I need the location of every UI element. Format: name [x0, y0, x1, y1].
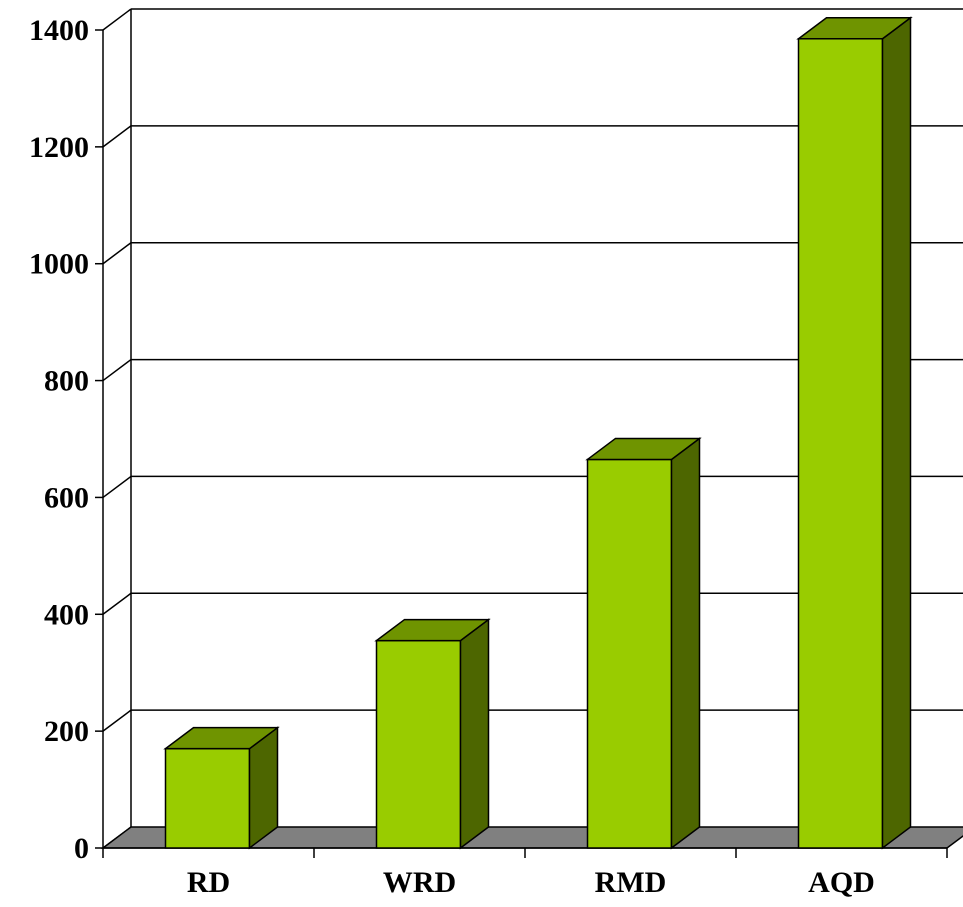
bar-side-rmd [670, 436, 701, 850]
y-tick-label: 400 [44, 598, 89, 631]
gridline-depth [102, 475, 132, 499]
gridline-depth [102, 125, 132, 148]
y-tick-label: 1000 [29, 248, 89, 281]
bar-top-rmd [585, 437, 702, 461]
bar-top-rd [163, 726, 280, 750]
bar-side-aqd [881, 16, 912, 850]
y-tick-label: 800 [44, 365, 89, 398]
y-tick-label: 200 [44, 715, 89, 748]
labels: 0 200 400 600 800 1000 1200 1400 RD WRD RMD AQD [29, 14, 875, 899]
bar-side-wrd [459, 618, 490, 850]
gridline-depth [102, 358, 132, 382]
x-category-label: RD [187, 866, 230, 899]
gridline-depth [102, 242, 132, 265]
bars [163, 16, 913, 850]
bar-wrd [375, 639, 462, 849]
y-tick-label: 0 [74, 832, 89, 865]
bar-rmd [586, 458, 673, 849]
bar-rd [164, 747, 251, 849]
gridline-depth [102, 709, 132, 732]
x-category-label: WRD [383, 866, 456, 899]
x-category-label: RMD [595, 866, 667, 899]
y-tick-label: 600 [44, 481, 89, 514]
bar-top-aqd [796, 17, 913, 40]
bar-aqd [797, 38, 884, 849]
x-category-label: AQD [808, 866, 875, 899]
bar-top-wrd [374, 618, 491, 642]
gridline-depth [102, 8, 132, 31]
gridline-depth [102, 592, 132, 615]
y-tick-label: 1200 [29, 131, 89, 164]
y-tick-label: 1400 [29, 14, 89, 47]
